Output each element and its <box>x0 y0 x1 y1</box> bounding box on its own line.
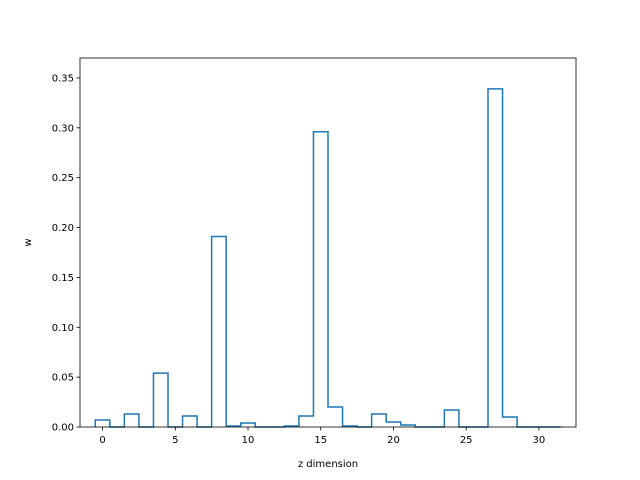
y-axis-label: w <box>23 238 34 246</box>
y-axis-ticks: 0.00 0.05 0.10 0.15 0.20 0.25 0.30 0.35 <box>52 73 80 434</box>
x-axis-label: z dimension <box>298 459 358 470</box>
x-tick-label: 25 <box>460 435 473 446</box>
x-tick-label: 5 <box>172 435 178 446</box>
y-tick-label: 0.05 <box>52 373 74 384</box>
x-tick-label: 30 <box>533 435 546 446</box>
y-tick-label: 0.20 <box>52 223 74 234</box>
x-tick-label: 0 <box>99 435 105 446</box>
y-tick-label: 0.25 <box>52 173 74 184</box>
x-axis-ticks: 0 5 10 15 20 25 30 <box>99 427 545 446</box>
y-tick-label: 0.35 <box>52 73 74 84</box>
y-tick-label: 0.10 <box>52 323 74 334</box>
x-tick-label: 10 <box>242 435 255 446</box>
y-tick-label: 0.00 <box>52 423 74 434</box>
y-tick-label: 0.15 <box>52 273 74 284</box>
x-tick-label: 20 <box>387 435 400 446</box>
y-tick-label: 0.30 <box>52 123 74 134</box>
x-tick-label: 15 <box>314 435 327 446</box>
axes-frame <box>79 57 577 428</box>
